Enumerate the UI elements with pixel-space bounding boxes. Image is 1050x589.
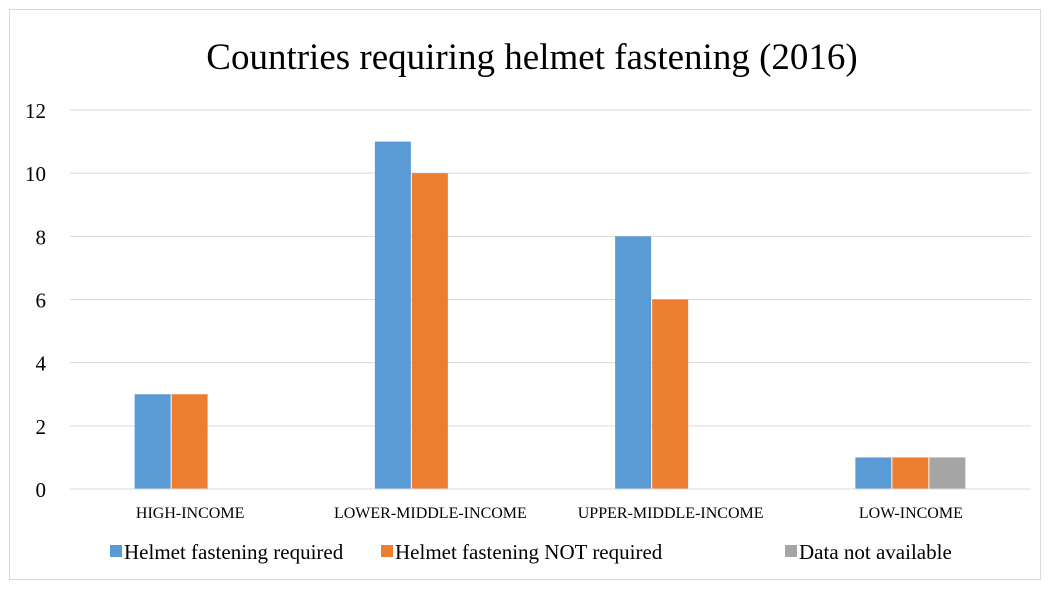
legend-label: Helmet fastening NOT required <box>395 540 663 564</box>
bar-1-upper-middle-income <box>615 236 652 489</box>
y-tick-label: 2 <box>36 415 47 439</box>
bar-2-high-income <box>171 394 208 489</box>
bar-2-lower-middle-income <box>411 173 448 489</box>
gridlines <box>70 109 1031 427</box>
y-tick-label: 10 <box>25 162 46 186</box>
bar-3-low-income <box>929 457 966 489</box>
x-category-label: LOW-INCOME <box>859 505 963 522</box>
y-tick-label: 8 <box>36 225 47 249</box>
chart-title: Countries requiring helmet fastening (20… <box>206 37 857 78</box>
legend-label: Data not available <box>799 540 952 564</box>
legend-swatch <box>785 545 797 557</box>
bars <box>134 141 966 490</box>
bar-1-low-income <box>855 457 892 489</box>
bar-2-low-income <box>892 457 929 489</box>
y-tick-label: 12 <box>25 99 46 123</box>
x-axis-category-labels: HIGH-INCOME LOWER-MIDDLE-INCOME UPPER-MIDD… <box>136 505 963 522</box>
bar-1-lower-middle-income <box>374 141 411 490</box>
y-tick-label: 4 <box>36 352 47 376</box>
x-category-label: LOWER-MIDDLE-INCOME <box>334 505 527 522</box>
x-category-label: UPPER-MIDDLE-INCOME <box>578 505 764 522</box>
legend-swatch <box>381 545 393 557</box>
bar-2-upper-middle-income <box>652 299 689 489</box>
x-category-label: HIGH-INCOME <box>136 505 244 522</box>
y-axis-tick-labels: 0 2 4 6 8 10 12 <box>25 99 47 502</box>
bar-1-high-income <box>134 394 171 489</box>
legend-label: Helmet fastening required <box>124 540 344 564</box>
y-tick-label: 0 <box>36 478 47 502</box>
legend-swatch <box>110 545 122 557</box>
y-tick-label: 6 <box>36 289 47 313</box>
legend: Helmet fastening required Helmet fastenin… <box>110 540 952 564</box>
